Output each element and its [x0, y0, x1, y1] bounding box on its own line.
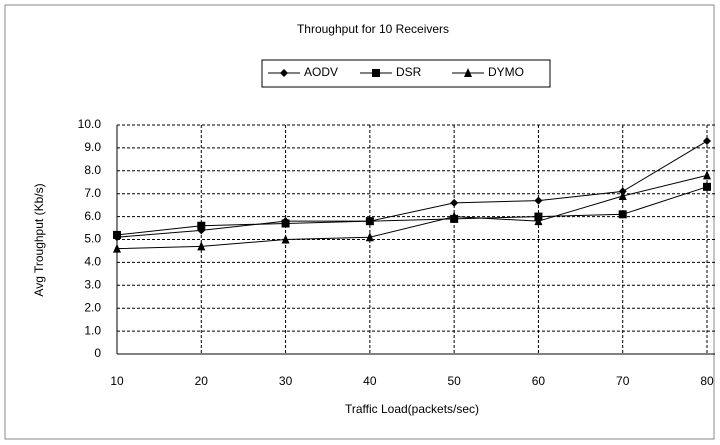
data-point — [534, 196, 543, 205]
data-point — [703, 170, 711, 180]
x-tick-label: 80 — [700, 374, 714, 388]
x-tick-label: 20 — [195, 374, 209, 388]
data-point — [703, 137, 711, 146]
data-point — [197, 241, 206, 251]
y-tick-label: 0 — [94, 346, 101, 360]
x-tick-label: 10 — [110, 374, 124, 388]
y-tick-label: 2.0 — [84, 300, 101, 314]
x-tick-label: 60 — [532, 374, 546, 388]
y-tick-label: 9.0 — [84, 140, 101, 154]
data-point — [281, 234, 290, 244]
y-tick-label: 1.0 — [84, 323, 101, 337]
data-point — [281, 219, 290, 228]
y-tick-label: 7.0 — [84, 186, 101, 200]
data-point — [365, 217, 374, 226]
chart-title: Throughput for 10 Receivers — [297, 22, 449, 36]
y-tick-label: 10.0 — [78, 117, 102, 131]
x-axis-label: Traffic Load(packets/sec) — [345, 402, 479, 416]
legend-label: DYMO — [488, 65, 524, 79]
series-line — [116, 140, 708, 238]
y-tick-label: 5.0 — [84, 232, 101, 246]
y-tick-label: 6.0 — [84, 209, 101, 223]
legend-box — [261, 59, 551, 88]
y-axis-label: Avg Troughput (Kb/s) — [32, 183, 46, 296]
x-tick-label: 70 — [616, 374, 630, 388]
x-tick-label: 40 — [363, 374, 377, 388]
series-line — [116, 186, 708, 236]
data-point — [703, 182, 711, 191]
x-tick-label: 30 — [279, 374, 293, 388]
legend-label: DSR — [396, 65, 422, 79]
data-point — [450, 198, 459, 207]
data-point — [450, 211, 459, 221]
legend-marker — [464, 68, 472, 77]
y-tick-label: 8.0 — [84, 163, 101, 177]
data-point — [618, 190, 627, 200]
y-tick-label: 4.0 — [84, 255, 101, 269]
x-tick-label: 50 — [447, 374, 461, 388]
data-point — [197, 221, 206, 230]
data-point — [365, 232, 374, 242]
data-point — [113, 243, 121, 253]
data-point — [534, 216, 543, 226]
legend-marker — [372, 69, 380, 77]
data-point — [113, 230, 121, 239]
legend-label: AODV — [304, 65, 338, 79]
y-tick-label: 3.0 — [84, 277, 101, 291]
series-line — [116, 174, 708, 250]
legend-marker — [280, 69, 288, 77]
data-point — [618, 210, 627, 219]
